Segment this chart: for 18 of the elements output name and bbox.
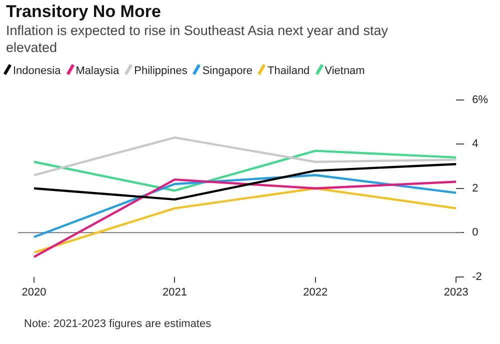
text: Note: 2021-2023 figures are estimates (24, 318, 212, 331)
y-tick-label: 0 (472, 226, 478, 239)
x-tick-label: 2021 (162, 286, 187, 298)
legend-label: Vietnam (324, 64, 365, 77)
y-tick-label: -2 (472, 270, 482, 283)
legend-label: Malaysia (74, 64, 120, 77)
x-tick-label: 2020 (22, 286, 46, 298)
legend-label: Thailand (266, 64, 310, 77)
legend-label: Indonesia (12, 64, 61, 77)
legend-label: Singapore (201, 64, 252, 77)
legend-label: Philippines (133, 64, 188, 77)
chart-subtitle: Inflation is expected to rise in Southeast Asia next year and stay elevated (6, 22, 389, 56)
y-tick-label: 4 (472, 138, 478, 150)
chart-title: Transitory No More (6, 2, 161, 22)
y-tick-label: 2 (472, 182, 478, 194)
x-tick-label: 2022 (303, 286, 328, 298)
x-tick-label: 2023 (444, 286, 468, 298)
y-tick-label: 6% (472, 94, 488, 106)
